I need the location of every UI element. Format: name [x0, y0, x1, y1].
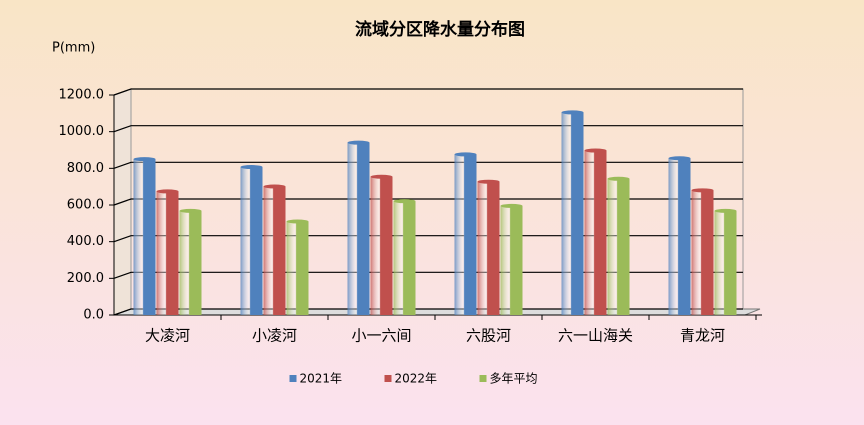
y-tick-label: 1000.0 [59, 124, 105, 139]
y-tick-label: 0.0 [83, 308, 104, 323]
bar [286, 221, 309, 315]
bar [668, 158, 691, 315]
y-tick-label: 1200.0 [59, 88, 105, 103]
legend-swatch [479, 375, 487, 382]
x-tick-label: 六股河 [466, 327, 511, 345]
bar [561, 112, 584, 316]
x-tick-label: 青龙河 [680, 327, 725, 345]
bar-top [714, 208, 737, 213]
x-tick-label: 小一六间 [351, 327, 411, 345]
bar-top [263, 184, 286, 189]
grid-line [113, 235, 743, 243]
y-tick-label: 800.0 [67, 161, 104, 176]
bar [263, 186, 286, 315]
bar [370, 176, 393, 315]
x-tick-label: 六一山海关 [558, 327, 633, 345]
bar [393, 201, 416, 315]
bar [347, 142, 370, 315]
y-axis-label: P(mm) [52, 41, 95, 56]
y-tick-label: 400.0 [67, 234, 104, 249]
bar [133, 159, 156, 315]
bar [584, 150, 607, 315]
legend-swatch [384, 375, 392, 382]
legend-label: 2022年 [395, 372, 438, 386]
bar [691, 190, 714, 315]
grid-line [113, 88, 743, 96]
bar-top [500, 203, 523, 208]
y-tick-label: 600.0 [67, 198, 104, 213]
bar-top [370, 174, 393, 179]
legend-swatch [289, 375, 297, 382]
bar [179, 210, 202, 315]
bar [240, 167, 263, 315]
bar-top [133, 157, 156, 162]
legend-label: 2021年 [300, 372, 343, 386]
bar [607, 178, 630, 315]
bar-top [691, 188, 714, 193]
bar-top [607, 176, 630, 181]
floor [113, 308, 761, 316]
bar-top [561, 110, 584, 115]
bar [156, 191, 179, 315]
bar-top [286, 219, 309, 224]
y-tick-label: 200.0 [67, 271, 104, 286]
chart-title: 流域分区降水量分布图 [355, 19, 525, 40]
bar-top [477, 179, 500, 184]
bar-top [347, 140, 370, 145]
bar [714, 210, 737, 315]
legend-label: 多年平均 [490, 372, 538, 386]
bar-top [454, 152, 477, 157]
bar-top [240, 165, 263, 170]
bar [500, 205, 523, 315]
bar-top [179, 208, 202, 213]
grid-line [113, 125, 743, 133]
grid-line [113, 198, 743, 206]
bar-top [393, 199, 416, 204]
x-tick-label: 小凌河 [252, 327, 297, 345]
bar [454, 154, 477, 315]
bar-top [156, 189, 179, 194]
grid-line [113, 308, 743, 316]
grid-line [113, 161, 743, 169]
x-tick-label: 大凌河 [145, 327, 190, 345]
grid-line [113, 271, 743, 279]
bar [477, 181, 500, 315]
bar-top [668, 156, 691, 161]
bar-top [584, 148, 607, 153]
